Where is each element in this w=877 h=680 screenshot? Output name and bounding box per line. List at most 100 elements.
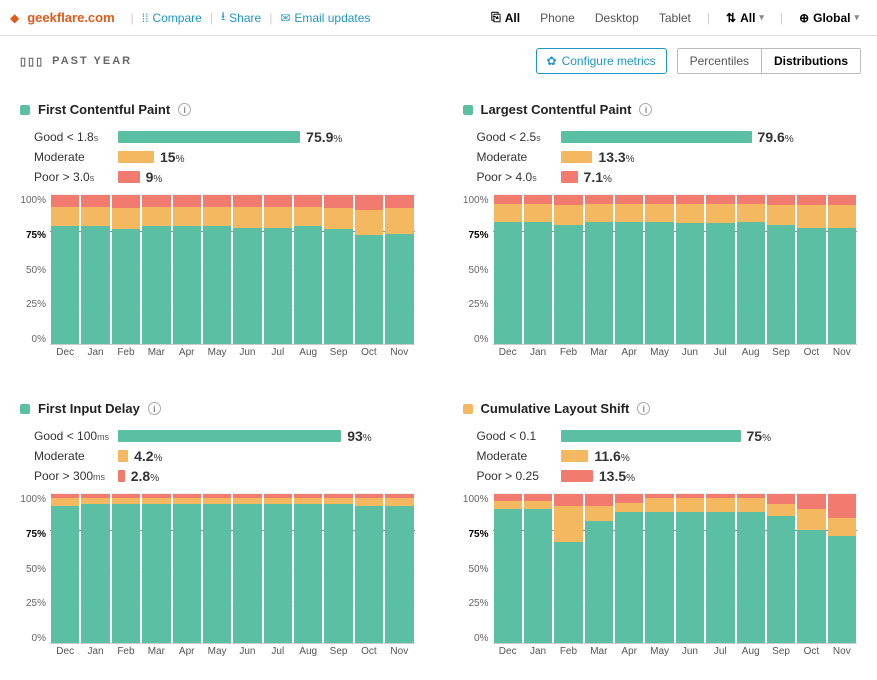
compare-icon: ⁞⁞ [142,11,149,25]
bar-moderate [706,498,734,511]
bar-good [142,504,170,643]
bar-moderate [615,204,643,222]
metric-panel: First Input DelayiGood < 100ms93%Moderat… [20,401,415,660]
bar-good [355,506,383,643]
bar-poor [615,494,643,503]
x-tick: May [645,646,673,660]
y-tick: 25% [20,598,46,609]
bar-poor [767,195,795,205]
region-dropdown[interactable]: ⊕ Global ▾ [791,7,867,29]
bar-good [615,222,643,344]
legend-row: Moderate11.6% [477,448,858,464]
legend-bar [118,151,154,163]
bar-stack [828,494,856,643]
bar-stack [142,494,170,643]
x-tick: Sep [767,646,795,660]
device-tab-tablet[interactable]: Tablet [651,7,699,29]
legend-bar-wrap: 13.5% [561,468,858,484]
bar-poor [767,494,795,504]
bar-poor [524,494,552,501]
device-all-icon: ⎘ [491,10,501,25]
bar-poor [173,195,201,207]
bar-good [797,228,825,344]
bar-stack [81,494,109,643]
device-tab-phone[interactable]: Phone [532,7,583,29]
legend-row: Moderate15% [34,149,415,165]
legend-bar [118,430,341,442]
legend-row: Poor > 4.0s7.1% [477,169,858,185]
device-tab-all[interactable]: ⎘ All [483,6,528,29]
percentiles-tab[interactable]: Percentiles [678,49,761,73]
legend: Good < 100ms93%Moderate4.2%Poor > 300ms2… [34,428,415,484]
configure-label: Configure metrics [562,54,656,68]
email-updates-link[interactable]: ✉ Email updates [280,11,370,25]
legend-value: 7.1% [584,169,612,185]
y-tick: 100% [20,195,46,206]
x-tick: Mar [142,646,170,660]
metric-panel: Cumulative Layout ShiftiGood < 0.175%Mod… [463,401,858,660]
bar-good [737,512,765,643]
bar-moderate [737,204,765,222]
bar-moderate [524,501,552,508]
info-icon[interactable]: i [637,402,650,415]
compare-link[interactable]: ⁞⁞ Compare [142,11,202,25]
separator: | [707,11,710,25]
bar-poor [615,195,643,204]
info-icon[interactable]: i [148,402,161,415]
connection-dropdown[interactable]: ⇅ All ▾ [718,7,772,29]
info-icon[interactable]: i [639,103,652,116]
bar-good [51,506,79,643]
bar-stack [81,195,109,344]
bar-moderate [385,498,413,505]
configure-metrics-button[interactable]: ✿ Configure metrics [536,48,667,74]
plot-area [493,494,858,644]
device-tab-desktop[interactable]: Desktop [587,7,647,29]
connection-label: All [740,11,755,25]
bar-stack [355,195,383,344]
x-tick: Aug [294,646,322,660]
x-tick: Dec [494,347,522,361]
x-axis: DecJanFebMarAprMayJunJulAugSepOctNov [50,345,415,361]
distributions-tab[interactable]: Distributions [761,49,860,73]
legend-label: Good < 100ms [34,429,112,443]
bar-good [112,229,140,344]
legend-value: 15% [160,149,184,165]
bar-moderate [554,506,582,542]
x-tick: Sep [324,646,352,660]
plot-area [493,195,858,345]
bar-stack [112,494,140,643]
panel-title: First Contentful Painti [20,102,415,117]
legend-label: Moderate [477,150,555,164]
bar-good [676,223,704,344]
bar-stack [324,195,352,344]
panel-title-text: Cumulative Layout Shift [481,401,630,416]
legend-value: 11.6% [594,448,629,464]
bar-poor [554,195,582,205]
bar-good [585,222,613,344]
x-tick: Oct [355,646,383,660]
share-icon: ⭳ [221,7,225,28]
bar-stack [706,195,734,344]
info-icon[interactable]: i [178,103,191,116]
legend-bar-wrap: 9% [118,169,415,185]
legend-row: Good < 100ms93% [34,428,415,444]
bar-moderate [828,518,856,536]
x-tick: Feb [112,347,140,361]
legend-value: 4.2% [134,448,162,464]
bar-stack [615,195,643,344]
bar-moderate [554,205,582,224]
bar-moderate [676,498,704,511]
bar-moderate [294,207,322,226]
x-axis: DecJanFebMarAprMayJunJulAugSepOctNov [50,644,415,660]
bar-good [324,504,352,643]
bar-good [615,512,643,643]
y-tick: 50% [463,265,489,276]
bar-poor [81,195,109,207]
chevron-down-icon: ▾ [759,12,764,23]
x-tick: Jul [706,646,734,660]
legend-bar [561,470,593,482]
bar-good [294,226,322,344]
share-link[interactable]: ⭳ Share [221,7,261,28]
legend-row: Moderate13.3% [477,149,858,165]
chart: 100%75%50%25%0%DecJanFebMarAprMayJunJulA… [463,195,858,361]
